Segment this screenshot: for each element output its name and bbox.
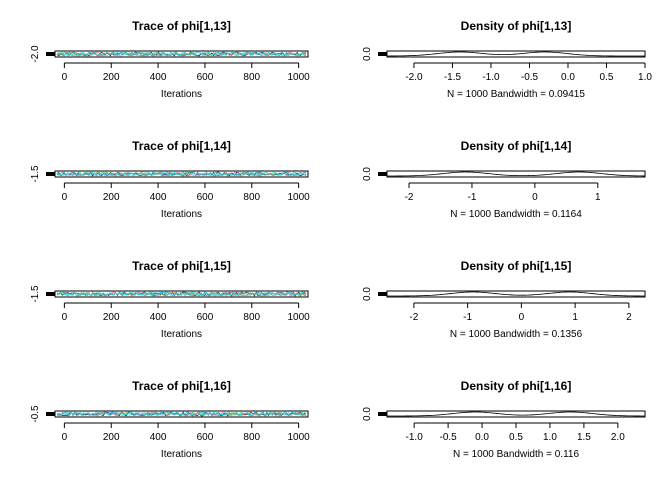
density-panel-1: Density of phi[1,13] 0.0 -2.0 -1.5 -1.0 -0.5 0… [362,19,652,100]
x-axis-label: Iterations [161,209,202,220]
plot-frame [386,410,646,418]
density-curve [387,171,646,177]
x-tick-label: 400 [150,72,167,83]
density-panel-5: Density of phi[1,15] 0.0 -2 -1 0 1 2 N = 1000 B… [362,259,646,340]
x-tick-label: 0 [532,192,538,203]
trace-series-line [56,171,307,177]
x-tick-label: 1.0 [638,72,652,83]
x-tick-label: 400 [150,432,167,443]
x-tick-label: 2 [626,312,632,323]
trace-series-line [56,291,307,297]
x-tick-label: 0 [62,192,68,203]
x-tick-label: 1.0 [543,432,557,443]
y-tick-label: -2.0 [30,45,41,63]
trace-panel-2: Trace of phi[1,14] -1.5 0 200 400 600 800 1000 I… [30,139,310,220]
trace-series-line [56,291,307,297]
x-axis-label: N = 1000 Bandwidth = 0.1164 [450,209,582,220]
x-tick-label: 0 [62,72,68,83]
x-tick-label: -2 [405,192,414,203]
y-tick-label: 0.0 [362,287,373,301]
x-tick-label: 200 [103,432,120,443]
plot-title: Density of phi[1,13] [461,19,572,33]
x-axis-label: Iterations [161,329,202,340]
x-tick-label: 1.5 [577,432,591,443]
x-tick-label: 0 [62,432,68,443]
y-tick-label: 0.0 [362,47,373,61]
density-curve [387,411,645,417]
x-tick-label: 800 [243,312,260,323]
plot-title: Density of phi[1,16] [461,379,572,393]
x-tick-label: 800 [243,432,260,443]
x-axis-label: N = 1000 Bandwidth = 0.116 [453,449,579,460]
plot-frame [386,290,646,298]
x-tick-label: -1.0 [482,72,500,83]
plot-title: Trace of phi[1,14] [132,139,231,153]
trace-series-line [56,171,307,177]
y-tick-label: 0.0 [362,407,373,421]
plot-title: Trace of phi[1,16] [132,379,231,393]
x-tick-label: 0.5 [509,432,523,443]
x-tick-label: 400 [150,192,167,203]
x-tick-label: 600 [197,192,214,203]
x-tick-label: 800 [243,192,260,203]
plot-title: Density of phi[1,15] [461,259,572,273]
x-tick-label: 2.0 [611,432,625,443]
x-tick-label: 0 [519,312,525,323]
density-panel-3: Density of phi[1,14] 0.0 -2 -1 0 1 N = 1000 Ba… [362,139,646,220]
x-axis-label: N = 1000 Bandwidth = 0.09415 [447,89,585,100]
x-tick-label: -1 [463,312,472,323]
x-tick-label: 0.5 [600,72,614,83]
y-tick-label: -1.5 [30,165,41,183]
x-tick-label: 1000 [288,192,311,203]
x-tick-label: -1 [467,192,476,203]
density-curve [387,291,645,297]
x-tick-label: -0.5 [439,432,457,443]
trace-series-line [56,171,307,177]
trace-panel-0: Trace of phi[1,13] -2.0 0 200 400 600 800 1000 I… [30,19,310,100]
x-tick-label: 1000 [288,432,311,443]
y-tick-label: 0.0 [362,167,373,181]
trace-series-line [56,411,307,417]
x-tick-label: -1.0 [406,432,424,443]
x-tick-label: 1000 [288,72,311,83]
x-tick-label: 800 [243,72,260,83]
x-tick-label: 0 [62,312,68,323]
x-tick-label: 200 [103,312,120,323]
x-axis-label: Iterations [161,89,202,100]
plot-title: Density of phi[1,14] [461,139,572,153]
x-tick-label: 0.0 [475,432,489,443]
x-tick-label: 400 [150,312,167,323]
trace-panel-4: Trace of phi[1,15] -1.5 0 200 400 600 800 1000 I… [30,259,310,340]
x-tick-label: 600 [197,432,214,443]
y-tick-label: -1.5 [30,285,41,303]
x-tick-label: -0.5 [521,72,539,83]
x-tick-label: 200 [103,72,120,83]
x-axis-label: N = 1000 Bandwidth = 0.1356 [450,329,583,340]
x-tick-label: 200 [103,192,120,203]
x-tick-label: -1.5 [444,72,462,83]
x-tick-label: 600 [197,312,214,323]
x-tick-label: -2.0 [405,72,423,83]
density-panel-7: Density of phi[1,16] 0.0 -1.0 -0.5 0.0 0.5 1.0… [362,379,646,460]
x-tick-label: 600 [197,72,214,83]
y-tick-label: -0.5 [30,405,41,423]
plot-title: Trace of phi[1,13] [132,19,231,33]
x-tick-label: 0.0 [561,72,575,83]
x-tick-label: 1000 [288,312,311,323]
density-curve [386,51,645,57]
x-axis-label: Iterations [161,449,202,460]
x-tick-label: -2 [409,312,418,323]
x-tick-label: 1 [572,312,578,323]
trace-series-line [56,51,307,57]
trace-panel-6: Trace of phi[1,16] -0.5 0 200 400 600 800 1000 I… [30,379,310,460]
plot-title: Trace of phi[1,15] [132,259,231,273]
x-tick-label: 1 [595,192,601,203]
